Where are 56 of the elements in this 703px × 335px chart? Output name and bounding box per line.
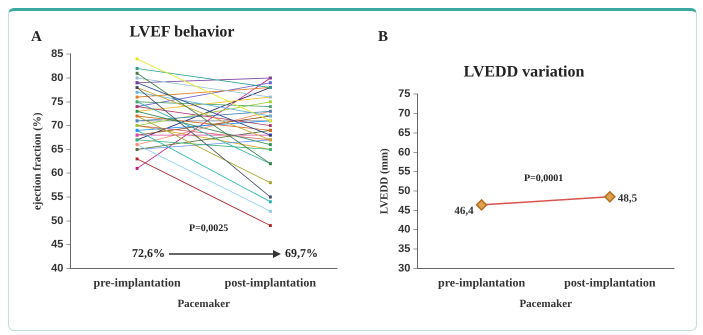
text: B <box>378 29 388 46</box>
point <box>268 210 272 213</box>
y-tick-label: 80 <box>51 72 64 84</box>
chart-title: LVEF behavior <box>129 24 235 41</box>
y-tick-label: 60 <box>51 167 64 180</box>
point <box>136 157 139 160</box>
y-tick-label: 55 <box>51 191 64 204</box>
point <box>268 200 272 204</box>
point <box>136 90 139 94</box>
annotation: 72,6% <box>132 246 165 261</box>
x-tick-label: pre-implantation <box>438 276 526 290</box>
y-tick-label: 45 <box>398 204 410 216</box>
y-axis-title: LVEDD (mm) <box>378 148 390 214</box>
point <box>268 143 272 146</box>
y-tick-label: 40 <box>51 262 64 274</box>
point <box>136 72 139 75</box>
point <box>268 81 272 84</box>
point <box>268 100 272 104</box>
y-axis-title: ejection fraction (%) <box>31 112 44 210</box>
annotation: 69,7% <box>285 246 318 261</box>
chart-title: LVEDD variation <box>464 64 584 81</box>
data-label: 48,5 <box>618 192 638 205</box>
x-tick-label: post-implantation <box>564 276 656 290</box>
data-label: 46,4 <box>454 204 474 217</box>
y-tick-label: 65 <box>398 126 410 139</box>
y-tick-label: 45 <box>51 238 64 251</box>
y-tick-label: 35 <box>398 243 410 256</box>
y-tick-label: 40 <box>398 224 410 236</box>
point <box>268 105 272 108</box>
point <box>136 58 139 60</box>
point <box>136 96 139 98</box>
y-tick-label: 70 <box>51 120 64 132</box>
x-tick-label: post-implantation <box>224 276 316 290</box>
x-tick-label: pre-implantation <box>94 276 181 290</box>
point <box>136 166 139 170</box>
y-tick-label: 55 <box>398 166 410 178</box>
x-axis-title: Pacemaker <box>519 298 572 310</box>
y-tick-label: 30 <box>398 262 410 274</box>
text: A <box>31 29 42 46</box>
point <box>268 196 272 198</box>
annotation: P=0,0025 <box>189 223 228 234</box>
point <box>268 124 272 128</box>
y-tick-label: 60 <box>398 146 410 158</box>
y-tick-label: 50 <box>51 214 64 227</box>
x-axis-title: Pacemaker <box>177 298 230 310</box>
y-tick-label: 50 <box>398 185 410 198</box>
point <box>268 181 272 184</box>
y-tick-label: 75 <box>51 96 64 108</box>
y-tick-label: 65 <box>51 143 64 156</box>
y-tick-label: 70 <box>398 108 410 120</box>
point <box>136 76 139 80</box>
y-tick-label: 75 <box>398 88 410 100</box>
point <box>136 67 139 70</box>
y-tick-label: 85 <box>51 48 64 60</box>
point <box>268 224 272 228</box>
annotation: P=0,0001 <box>524 173 564 184</box>
